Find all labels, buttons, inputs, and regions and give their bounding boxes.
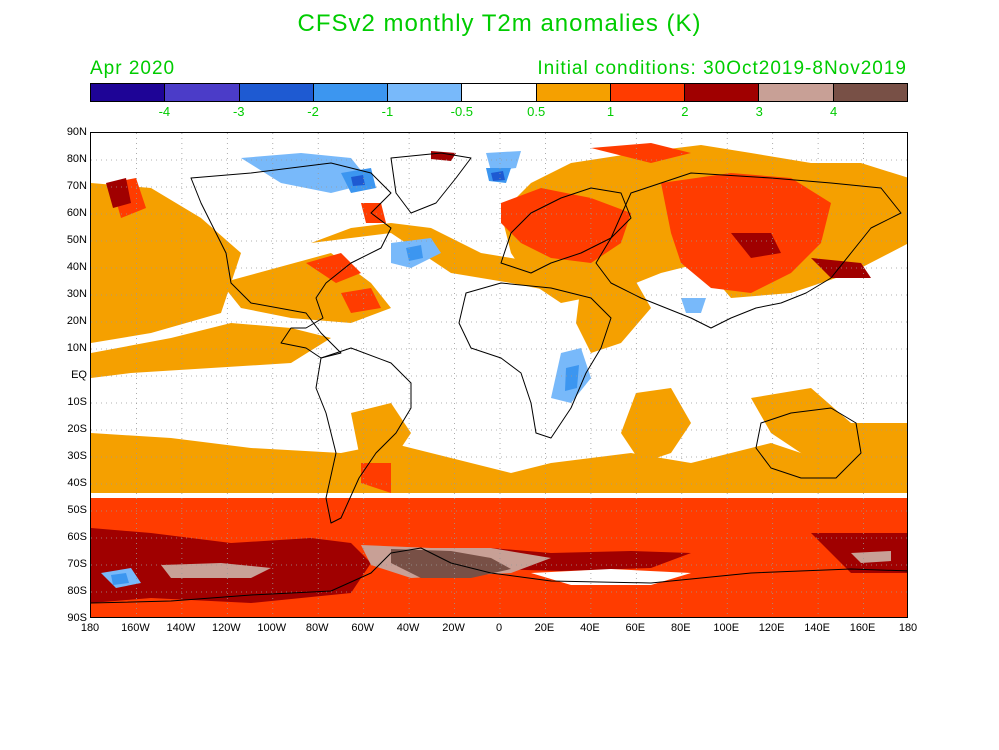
longitude-label: 100W (257, 622, 287, 634)
latitude-label: 80N (66, 153, 87, 165)
latitude-label: 10S (67, 396, 87, 408)
longitude-label: 160E (849, 622, 876, 634)
longitude-label: 40E (580, 622, 600, 634)
longitude-label: 120W (211, 622, 241, 634)
longitude-label: 20W (442, 622, 465, 634)
latitude-label: 40N (66, 261, 87, 273)
colorbar-tick-label: 0.5 (527, 104, 546, 119)
coastlines (91, 152, 907, 604)
colorbar-segment (462, 84, 537, 101)
colorbar-tick-label: 4 (830, 104, 838, 119)
coast-greenland (390, 152, 472, 214)
latitude-label: 90S (67, 612, 87, 624)
colorbar-segment (685, 84, 760, 101)
colorbar-tick-label: -1 (381, 104, 394, 119)
colorbar-segment (536, 84, 611, 101)
latitude-label: 10N (66, 342, 87, 354)
colorbar (90, 83, 908, 102)
latitude-label: 50S (67, 504, 87, 516)
latitude-label: 80S (67, 585, 87, 597)
colorbar-labels: -4 -3 -2 -1 -0.5 0.5 1 2 3 4 (90, 104, 908, 120)
colorbar-segment (833, 84, 907, 101)
latitude-label: EQ (71, 369, 87, 381)
longitude-label: 160W (121, 622, 150, 634)
longitude-label: 140E (804, 622, 830, 634)
colorbar-segment (239, 84, 314, 101)
lat-lon-grid (91, 133, 907, 617)
initial-conditions-label: Initial conditions: 30Oct2019-8Nov2019 (537, 58, 907, 79)
latitude-label: 20S (67, 423, 87, 435)
longitude-label: 60W (351, 622, 374, 634)
latitude-label: 30N (66, 288, 87, 300)
longitude-label: 80W (305, 622, 329, 634)
colorbar-tick-label: 1 (606, 104, 615, 119)
longitude-label: 20E (534, 622, 555, 634)
longitude-label: 100E (713, 622, 740, 634)
latitude-label: 70S (67, 558, 87, 570)
colorbar-tick-label: -0.5 (450, 104, 474, 119)
coast-antarctica (91, 547, 907, 604)
longitude-label: 140W (166, 622, 196, 634)
longitude-label: 180 (80, 622, 100, 634)
colorbar-tick-label: 3 (755, 104, 763, 119)
colorbar-segment (388, 84, 463, 101)
latitude-label: 70N (66, 180, 87, 192)
latitude-label: 60S (67, 531, 87, 543)
colorbar-tick-label: 2 (681, 104, 689, 119)
latitude-label: 60N (66, 207, 87, 219)
colorbar-tick-label: -4 (158, 104, 171, 119)
map-title: CFSv2 monthly T2m anomalies (K) (297, 10, 702, 37)
coast-africa (458, 282, 612, 439)
longitude-label: 40W (396, 622, 420, 634)
latitude-label: 30S (67, 450, 87, 462)
longitude-label: 120E (758, 622, 785, 634)
coast-asia (595, 172, 902, 329)
longitude-label: 180 (898, 622, 918, 634)
colorbar-segment (165, 84, 240, 101)
coast-europe (500, 187, 632, 274)
longitude-label: 80E (670, 622, 691, 634)
colorbar-segment (759, 84, 834, 101)
coast-north-america (190, 162, 392, 359)
longitude-label: 0 (495, 622, 503, 634)
anomaly-fill-darkblue (351, 171, 505, 186)
coast-australia (755, 407, 862, 479)
latitude-label: 90N (66, 126, 87, 138)
coast-south-america (315, 347, 412, 524)
anomaly-fill-orange (91, 145, 907, 493)
map-canvas (91, 133, 907, 617)
latitude-label: 50N (66, 234, 87, 246)
valid-month-label: Apr 2020 (90, 58, 176, 79)
colorbar-segment (91, 84, 166, 101)
longitude-label: 60E (625, 622, 646, 634)
colorbar-tick-label: -2 (307, 104, 319, 119)
anomaly-map (90, 132, 908, 618)
latitude-label: 40S (67, 477, 87, 489)
colorbar-segment (313, 84, 389, 101)
colorbar-segment (610, 84, 686, 101)
latitude-label: 20N (66, 315, 87, 327)
colorbar-tick-label: -3 (232, 104, 245, 119)
